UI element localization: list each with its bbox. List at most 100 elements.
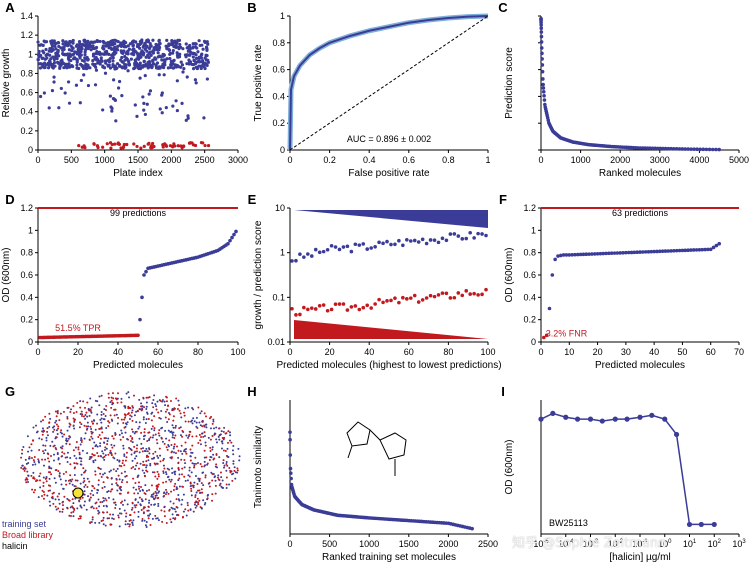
data-point-A-blue [162,53,166,57]
data-point-G [165,437,168,440]
data-point-G [97,436,100,439]
data-point-G [114,501,117,504]
data-point-G [228,466,231,469]
data-point-G [132,519,135,522]
data-point-G [99,501,102,504]
data-point-G [51,492,54,495]
data-point-G [178,409,181,412]
data-point-G [169,400,172,403]
data-point-G [101,500,104,503]
data-point-G [65,437,68,440]
data-point-A-blue [80,43,84,47]
x-tick-label-E: 0 [287,347,292,357]
data-point-G [99,442,102,445]
data-point-G [200,410,203,413]
data-point-A-blue [206,58,210,63]
data-point-G [133,445,136,448]
data-point-A-red [176,144,180,148]
data-point-A-red [149,144,153,148]
data-point-G [61,508,64,511]
data-point-G [166,404,169,407]
data-point-G [126,503,129,506]
data-point-A-red [101,145,105,149]
data-point-G [32,477,35,480]
data-point-G [89,397,92,400]
data-point-G [191,435,194,438]
data-point-A-red [109,146,113,150]
data-point-G [110,406,113,409]
data-point-A-blue [37,49,41,54]
data-point-G [82,415,85,418]
data-point-G [62,487,65,490]
data-point-G [139,503,142,506]
data-point-G [155,438,158,441]
data-point-G [147,459,150,462]
data-point-D [136,333,140,338]
y-axis-label-I: OD (600nm) [504,439,515,494]
data-point-G [90,521,93,524]
data-point-A-blue [143,47,147,51]
data-point-E-red [361,305,366,310]
data-point-A-blue [67,48,71,52]
data-point-G [130,415,133,418]
data-point-G [203,412,206,415]
data-point-E-red [381,300,385,305]
data-point-G [55,436,58,439]
data-point-G [177,479,180,482]
data-point-G [197,406,200,409]
data-point-G [148,514,151,517]
data-point-A-blue [192,58,196,62]
data-point-G [107,392,110,395]
data-point-G [139,490,142,493]
data-point-G [104,454,107,457]
data-point-G [119,438,122,441]
watermark: 知乎 @Sophie Zeitmann [512,536,667,551]
data-point-G [112,513,115,516]
data-point-G [68,499,71,502]
data-point-I [698,521,704,528]
data-point-G [181,452,184,455]
data-point-G [103,437,106,440]
data-point-G [78,456,81,459]
data-point-G [133,394,136,397]
data-point-G [163,491,166,494]
data-point-G [60,432,63,435]
data-point-G [211,499,214,502]
data-point-F [652,249,656,254]
data-point-A-blue [180,101,184,105]
data-point-G [37,458,40,461]
data-point-G [145,401,148,404]
data-point-G [220,476,223,479]
data-point-G [83,424,86,427]
data-point-E-red [456,291,461,295]
data-point-G [173,445,176,448]
data-point-G [222,486,225,489]
data-point-G [201,425,204,428]
data-point-G [57,427,60,430]
data-point-A-blue [151,59,155,63]
data-point-G [216,466,219,469]
data-point-G [225,483,228,486]
data-point-G [148,488,151,491]
data-point-A-blue [96,39,100,43]
data-point-G [174,473,177,476]
data-point-G [120,481,123,484]
data-point-G [41,489,44,492]
data-point-G [123,426,126,429]
data-point-A-blue [141,95,145,99]
data-point-G [23,469,26,472]
data-point-G [151,436,154,439]
data-point-F [612,251,617,255]
data-point-G [82,467,85,470]
x-tick-label-A: 2000 [161,155,181,165]
data-point-C [542,93,546,98]
data-point-F [632,250,637,255]
data-point-G [57,457,60,460]
data-point-A-blue [150,65,154,70]
data-point-G [172,517,175,520]
data-point-G [69,506,72,509]
data-point-G [179,434,182,437]
data-point-G [111,446,114,449]
data-point-C [661,146,665,151]
data-point-G [161,440,164,443]
